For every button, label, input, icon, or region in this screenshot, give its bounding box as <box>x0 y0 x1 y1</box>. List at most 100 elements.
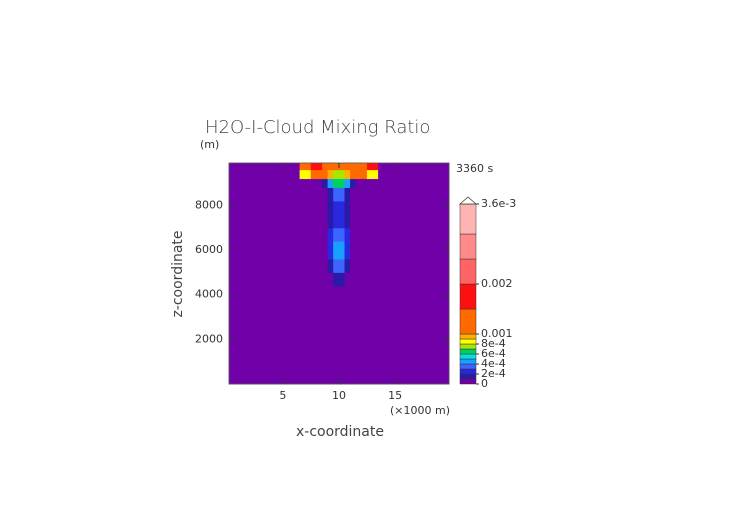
colorbar-band <box>459 358 477 365</box>
y-axis-label: z-coordinate <box>170 230 186 317</box>
field-cell <box>338 169 346 180</box>
colorbar-tick-label: 6e-4 <box>481 347 506 360</box>
colorbar-tick-label: 3.6e-3 <box>481 197 516 210</box>
field-cell <box>327 214 334 229</box>
field-cell <box>344 272 351 287</box>
field-cell <box>355 162 368 171</box>
field-cell <box>350 200 357 215</box>
field-cell <box>355 258 368 273</box>
field-cell <box>299 214 312 229</box>
field-cell <box>299 162 312 171</box>
colorbar-tick-label: 0 <box>481 377 488 390</box>
field-cell <box>327 200 334 215</box>
field-cell <box>327 240 334 260</box>
field-cell <box>338 227 346 242</box>
field-cell <box>299 169 312 180</box>
colorbar-band <box>459 233 477 260</box>
x-axis-label: x-coordinate <box>296 424 384 440</box>
field-cell <box>322 240 329 260</box>
y-tick-label: 8000 <box>195 198 223 211</box>
colorbar-extension <box>459 196 477 205</box>
y-tick-label: 4000 <box>195 288 223 301</box>
field-cell <box>299 200 312 215</box>
field-cell <box>350 178 357 189</box>
field-cell <box>299 258 312 273</box>
field-cell <box>310 178 323 189</box>
field-cell <box>366 178 379 189</box>
field-cell <box>299 187 312 202</box>
field-cell <box>327 162 334 171</box>
field-cell <box>333 162 340 171</box>
field-cell <box>322 272 329 287</box>
field-cell <box>228 258 301 273</box>
field-cell <box>378 178 450 189</box>
field-cell <box>350 162 357 171</box>
field-cell <box>338 178 346 189</box>
field-cell <box>299 272 312 287</box>
field-cell <box>378 169 450 180</box>
colorbar-band <box>459 373 477 380</box>
colorbar-band <box>459 338 477 345</box>
colorbar-band <box>459 353 477 360</box>
colorbar-band <box>459 258 477 285</box>
field-cell <box>310 272 323 287</box>
field-cell <box>344 258 351 273</box>
field-cell <box>338 162 346 171</box>
field-cell <box>333 258 340 273</box>
field-cell <box>299 227 312 242</box>
time-label: 3360 s <box>456 162 493 175</box>
x-tick-label: 15 <box>388 389 402 402</box>
field-cell <box>355 285 368 385</box>
field-cell <box>310 200 323 215</box>
colorbar-band <box>459 308 477 335</box>
field-cell <box>333 240 340 260</box>
field-cell <box>333 178 340 189</box>
field-cell <box>350 240 357 260</box>
field-cell <box>355 169 368 180</box>
field-cell <box>299 240 312 260</box>
field-cell <box>378 258 450 273</box>
field-cell <box>344 240 351 260</box>
field-cell <box>327 285 334 385</box>
field-cell <box>310 187 323 202</box>
field-cell <box>344 178 351 189</box>
colorbar-tick-label: 0.001 <box>481 327 513 340</box>
field-cell <box>366 258 379 273</box>
field-cell <box>333 169 340 180</box>
colorbar-band <box>459 283 477 310</box>
field-cell <box>350 169 357 180</box>
field-cell <box>333 285 340 385</box>
field-cell <box>355 240 368 260</box>
field-cell <box>366 214 379 229</box>
field-cell <box>355 178 368 189</box>
field-cell <box>338 200 346 215</box>
field-cell <box>366 162 379 171</box>
field-cell <box>378 272 450 287</box>
field-cell <box>338 285 346 385</box>
field-cell <box>310 258 323 273</box>
field-cell <box>355 187 368 202</box>
field-cell <box>310 227 323 242</box>
field-cell <box>327 272 334 287</box>
field-cell <box>228 200 301 215</box>
x-tick-label: 5 <box>279 389 286 402</box>
field-cell <box>322 178 329 189</box>
field-cell <box>322 214 329 229</box>
field-cell <box>228 240 301 260</box>
y-unit: (m) <box>200 138 219 151</box>
field-cell <box>322 227 329 242</box>
field-cell <box>299 178 312 189</box>
field-cell <box>366 240 379 260</box>
field-cell <box>327 178 334 189</box>
field-cell <box>327 169 334 180</box>
colorbar-band <box>459 368 477 375</box>
y-tick-label: 6000 <box>195 243 223 256</box>
field-cell <box>333 214 340 229</box>
field-cell <box>338 214 346 229</box>
field-cell <box>350 258 357 273</box>
field-cell <box>310 162 323 171</box>
field-cell <box>327 258 334 273</box>
field-cell <box>322 162 329 171</box>
field-cell <box>299 285 312 385</box>
field-cell <box>310 285 323 385</box>
